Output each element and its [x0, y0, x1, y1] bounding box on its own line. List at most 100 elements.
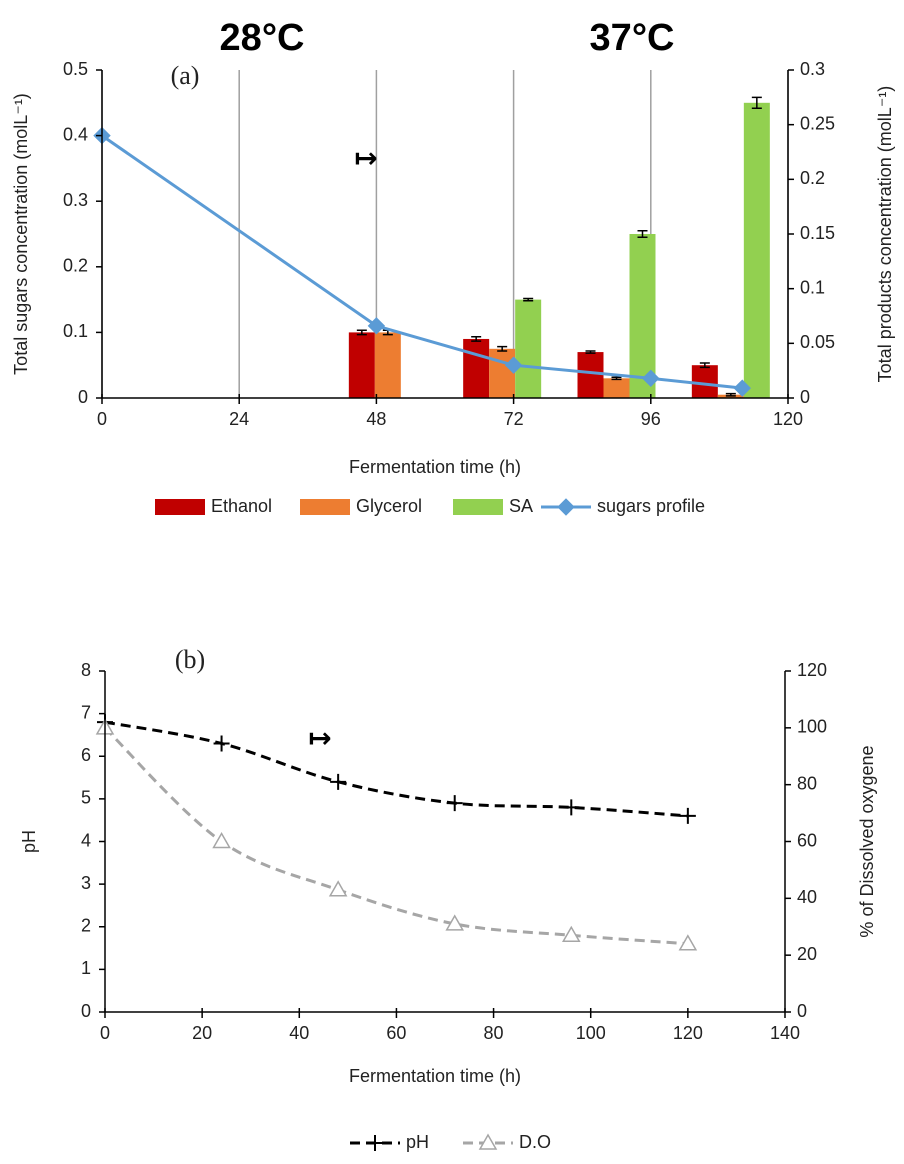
bar — [348, 332, 375, 398]
x-axis-title: Fermentation time (h) — [349, 457, 521, 477]
marker — [679, 807, 696, 824]
y-tick-label: 4 — [81, 830, 91, 850]
y2-tick-label: 40 — [797, 887, 817, 907]
marker — [642, 369, 660, 388]
x-tick-label: 80 — [484, 1023, 504, 1043]
legend-label: sugars profile — [597, 496, 705, 516]
x-tick-label: 48 — [366, 409, 386, 429]
marker — [733, 379, 751, 397]
legend-label: SA — [509, 496, 533, 516]
x-tick-label: 20 — [192, 1023, 212, 1043]
error-bar — [725, 392, 736, 397]
bar — [374, 332, 401, 398]
x-tick-label: 0 — [100, 1023, 110, 1043]
x-tick-label: 120 — [673, 1023, 703, 1043]
error-bar — [471, 336, 482, 342]
y-tick-label: 0.3 — [63, 190, 88, 210]
y-tick-label: 6 — [81, 745, 91, 765]
x-tick-label: 0 — [97, 409, 107, 429]
y-tick-label: 2 — [81, 916, 91, 936]
y2-tick-label: 0.15 — [800, 223, 835, 243]
x-tick-label: 96 — [641, 409, 661, 429]
y2-tick-label: 60 — [797, 830, 817, 850]
y2-tick-label: 0 — [797, 1001, 807, 1021]
x-tick-label: 72 — [504, 409, 524, 429]
y-axis-title: Total sugars concentration (molL⁻¹) — [11, 93, 31, 375]
error-bar — [585, 350, 596, 354]
legend-label: pH — [406, 1132, 429, 1152]
bar — [515, 299, 542, 398]
marker — [367, 317, 386, 335]
y2-tick-label: 0.25 — [800, 113, 835, 133]
annotation: ↦ — [308, 722, 331, 753]
legend-swatch — [300, 499, 350, 515]
y-tick-label: 3 — [81, 873, 91, 893]
marker — [678, 934, 698, 951]
y2-axis-title: % of Dissolved oxygene — [857, 745, 877, 937]
legend-marker — [367, 1135, 383, 1151]
x-tick-label: 120 — [773, 409, 803, 429]
marker — [504, 356, 523, 374]
y2-tick-label: 20 — [797, 944, 817, 964]
legend-marker — [557, 498, 575, 516]
x-axis-title: Fermentation time (h) — [349, 1066, 521, 1086]
bar — [577, 352, 604, 398]
marker — [446, 795, 463, 812]
y2-tick-label: 100 — [797, 717, 827, 737]
legend-label: Ethanol — [211, 496, 272, 516]
y2-tick-label: 0.1 — [800, 277, 825, 297]
annotation: ↦ — [354, 142, 377, 173]
y2-axis-title: Total products concentration (molL⁻¹) — [875, 86, 895, 383]
bar — [603, 378, 630, 398]
y-tick-label: 5 — [81, 788, 91, 808]
marker — [561, 925, 581, 943]
annotation: 37°C — [590, 17, 675, 59]
marker — [328, 880, 348, 897]
bar — [489, 348, 516, 398]
panel-label: (b) — [175, 645, 205, 674]
y-tick-label: 0 — [78, 387, 88, 407]
x-tick-label: 40 — [289, 1023, 309, 1043]
error-bar — [637, 229, 648, 239]
legend-swatch — [453, 499, 503, 515]
y2-tick-label: 120 — [797, 660, 827, 680]
y-tick-label: 0.5 — [63, 59, 88, 79]
marker — [445, 914, 465, 931]
bar — [463, 338, 490, 398]
legend-label: Glycerol — [356, 496, 422, 516]
y2-tick-label: 0 — [800, 387, 810, 407]
y2-tick-label: 80 — [797, 773, 817, 793]
error-bar — [497, 345, 508, 352]
y-tick-label: 7 — [81, 702, 91, 722]
y-tick-label: 8 — [81, 660, 91, 680]
x-tick-label: 140 — [770, 1023, 800, 1043]
y2-tick-label: 0.05 — [800, 332, 835, 352]
line — [104, 720, 688, 818]
bar — [743, 102, 770, 399]
bar — [691, 365, 718, 398]
y-tick-label: 0.1 — [63, 321, 88, 341]
x-tick-label: 100 — [576, 1023, 606, 1043]
y2-tick-label: 0.3 — [800, 59, 825, 79]
legend-marker — [478, 1133, 498, 1150]
y-tick-label: 0 — [81, 1001, 91, 1021]
error-bar — [751, 96, 762, 110]
y2-tick-label: 0.2 — [800, 168, 825, 188]
y-tick-label: 1 — [81, 958, 91, 978]
legend-swatch — [155, 499, 205, 515]
y-tick-label: 0.4 — [63, 124, 88, 144]
x-tick-label: 60 — [386, 1023, 406, 1043]
error-bar — [699, 362, 710, 369]
line — [103, 726, 688, 946]
annotation: 28°C — [220, 17, 305, 59]
x-tick-label: 24 — [229, 409, 249, 429]
marker — [212, 831, 231, 849]
marker — [563, 799, 580, 816]
panel-label: (a) — [171, 61, 200, 90]
error-bar — [356, 329, 367, 336]
error-bar — [523, 297, 534, 302]
legend-label: D.O — [519, 1132, 551, 1152]
marker — [213, 735, 230, 752]
marker — [330, 773, 347, 790]
